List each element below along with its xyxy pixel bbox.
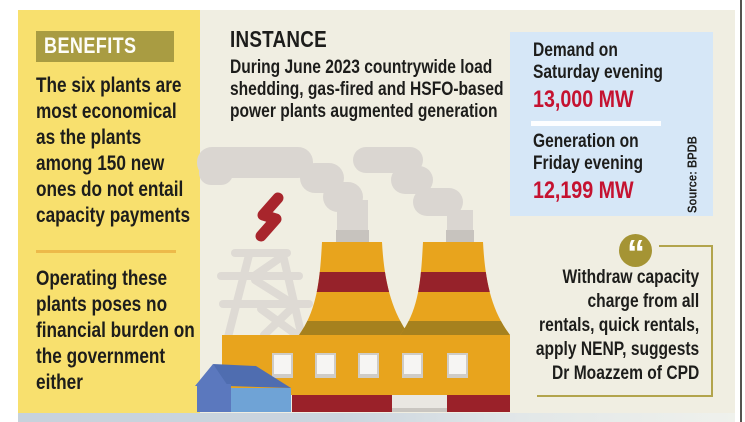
stat-value: 13,000 MW (533, 86, 634, 113)
quote-text: Withdraw capacity charge from all rental… (535, 267, 699, 384)
cooling-tower-left-icon (299, 242, 409, 335)
quote-rule-bottom (537, 395, 713, 397)
benefits-panel: BENEFITS (18, 10, 200, 413)
benefits-paragraph-2: Operating these plants poses no financia… (36, 267, 195, 394)
benefits-paragraph-1: The six plants are most economical as th… (36, 74, 191, 227)
lightning-bolt-icon (255, 192, 284, 242)
chimney-icon (446, 230, 474, 243)
instance-header: INSTANCE (230, 26, 327, 52)
smoke-right-icon (353, 147, 474, 243)
benefits-header: BENEFITS (44, 33, 137, 58)
stats-divider (531, 121, 661, 126)
quote-glyph: “ (627, 234, 645, 267)
quote-rule-top (659, 245, 713, 247)
benefits-divider (36, 250, 176, 253)
window-icon (272, 353, 468, 378)
transmission-tower-icon (217, 249, 313, 341)
stats-panel: Demand on Saturday evening 13,000 MW Gen… (510, 32, 713, 216)
smoke-left-icon (197, 147, 369, 243)
stat-value: 12,199 MW (533, 177, 634, 204)
source-credit: Source: BPDB (685, 135, 700, 213)
benefits-header-box: BENEFITS (36, 31, 174, 62)
house-icon (195, 364, 291, 412)
page-edge-shadow (18, 413, 735, 422)
stat-label: Demand on Saturday evening (533, 40, 663, 83)
power-plant-illustration (195, 147, 510, 412)
column-rule (740, 0, 742, 422)
stat-label: Generation on Friday evening (533, 131, 643, 174)
quote-rule-right (711, 245, 713, 397)
cooling-tower-right-icon (400, 242, 510, 335)
factory-building-icon (222, 335, 510, 412)
chimney-icon (336, 230, 369, 243)
instance-paragraph: During June 2023 countrywide load sheddi… (230, 57, 504, 122)
quote-icon: “ (619, 232, 652, 273)
